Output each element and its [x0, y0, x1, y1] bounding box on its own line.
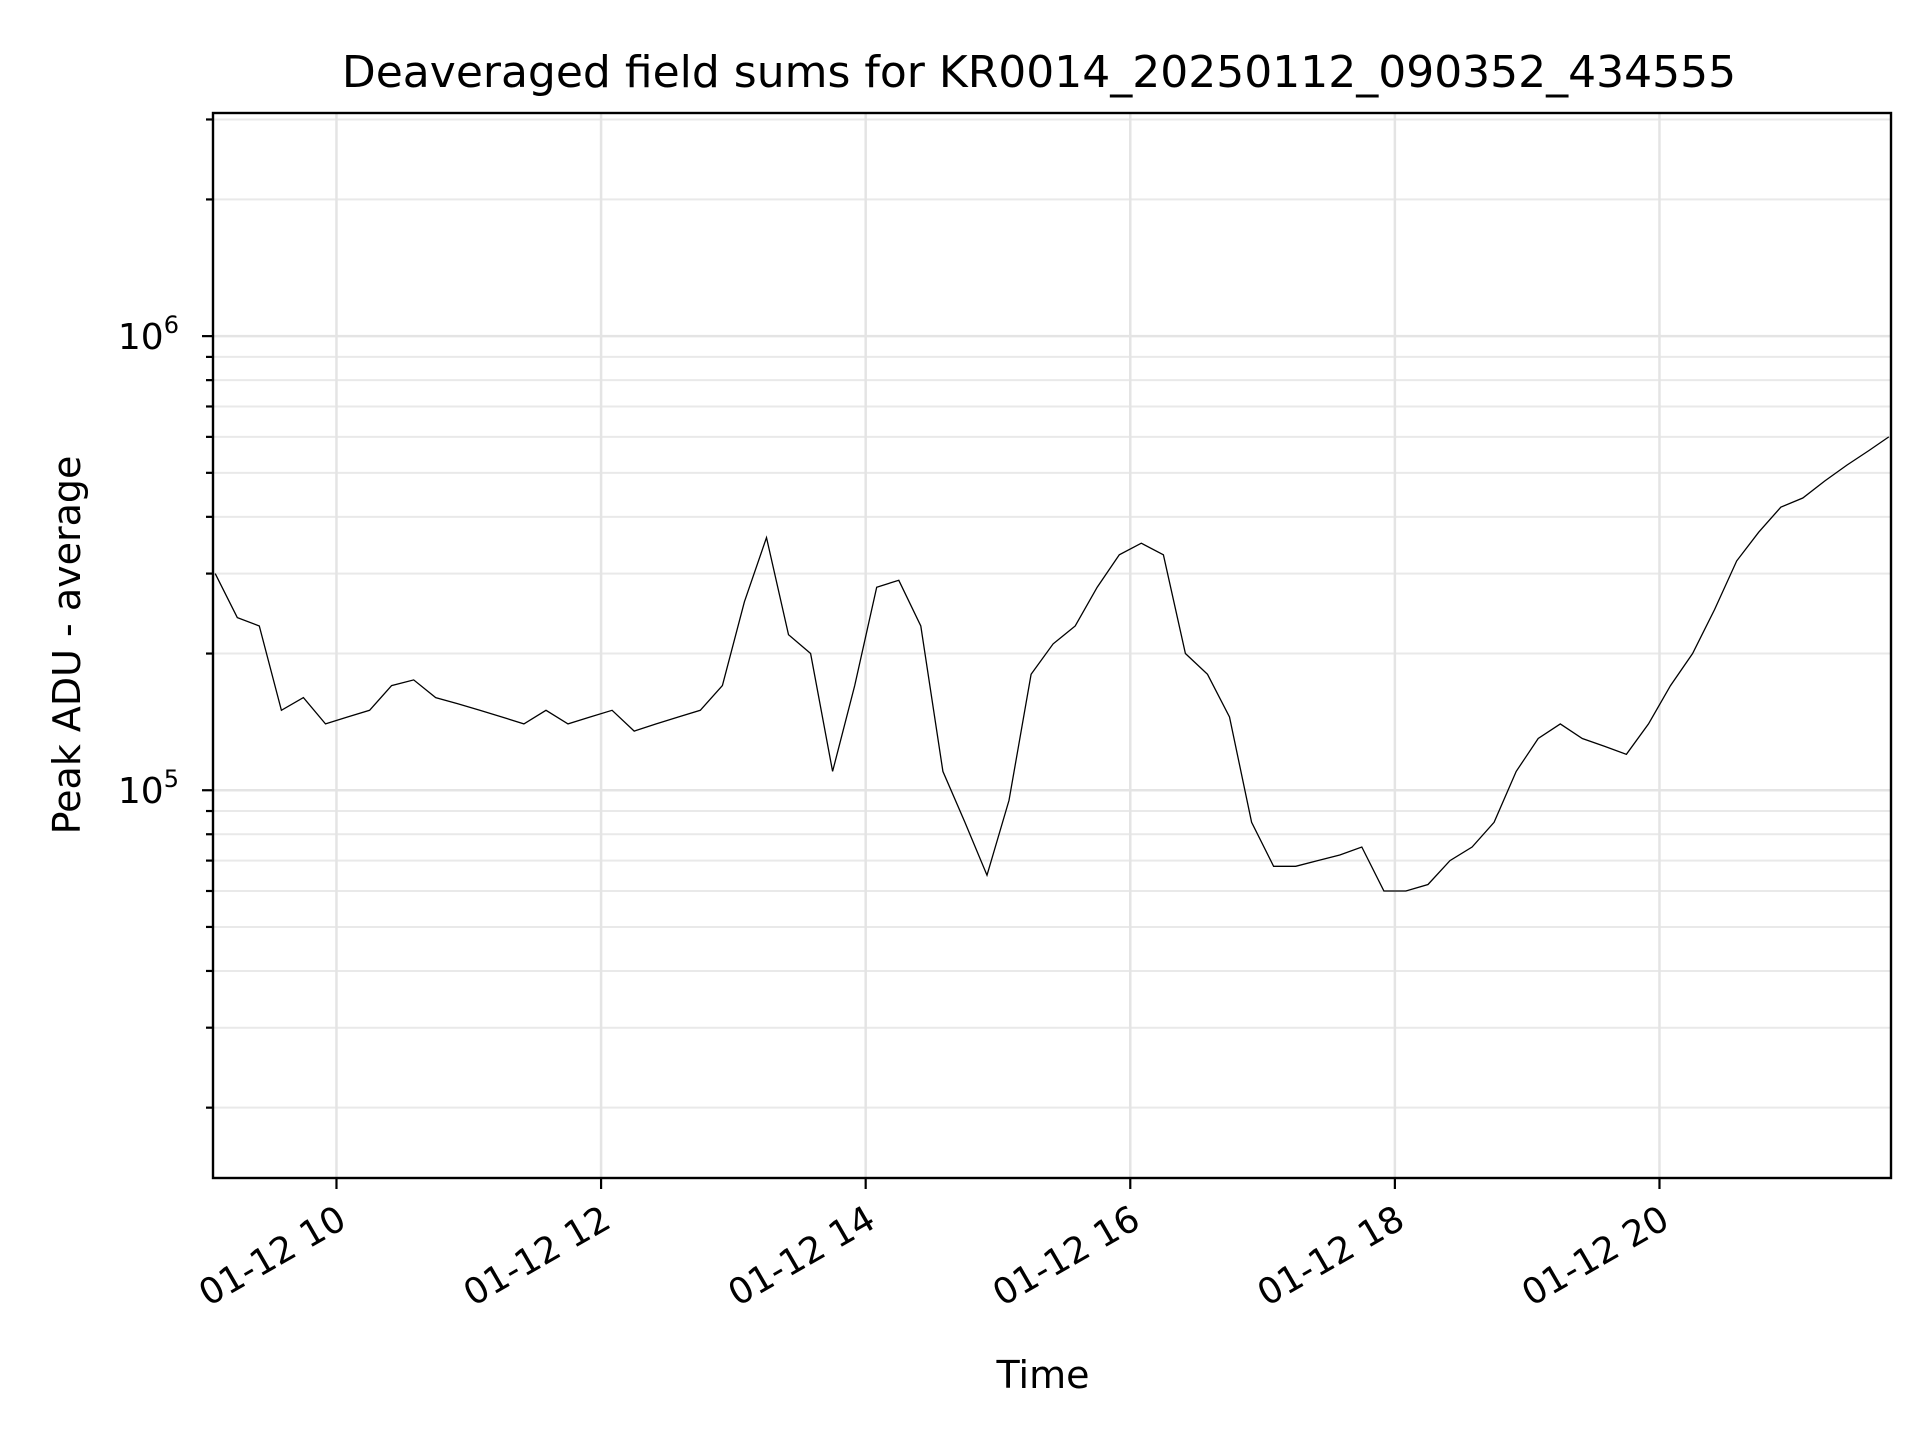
x-axis: 01-12 10 01-12 12 01-12 14 01-12 16 01-12 18…	[192, 1178, 1676, 1315]
x-tick-label: 01-12 20	[1515, 1198, 1676, 1314]
data-series-line	[214, 436, 1890, 892]
x-tick-label: 01-12 14	[722, 1198, 883, 1314]
series-layer	[214, 436, 1890, 892]
y-tick-label: 106	[118, 311, 179, 358]
y-tick-base: 10	[118, 771, 164, 812]
x-tick-label: 01-12 18	[1251, 1198, 1412, 1314]
x-tick-label: 01-12 10	[192, 1198, 353, 1314]
y-tick-base: 10	[118, 317, 164, 358]
y-tick-exponent: 6	[164, 311, 179, 339]
x-tick-label: 01-12 16	[986, 1198, 1147, 1314]
grid-lines	[213, 113, 1891, 1178]
plot-area	[211, 111, 1893, 1180]
x-tick-label: 01-12 12	[457, 1198, 618, 1314]
x-axis-label: Time	[996, 1353, 1090, 1397]
chart-title: Deaveraged field sums for KR0014_2025011…	[342, 47, 1736, 98]
y-axis-label: Peak ADU - average	[45, 456, 89, 835]
y-tick-label: 105	[118, 765, 179, 812]
y-tick-exponent: 5	[164, 765, 179, 793]
